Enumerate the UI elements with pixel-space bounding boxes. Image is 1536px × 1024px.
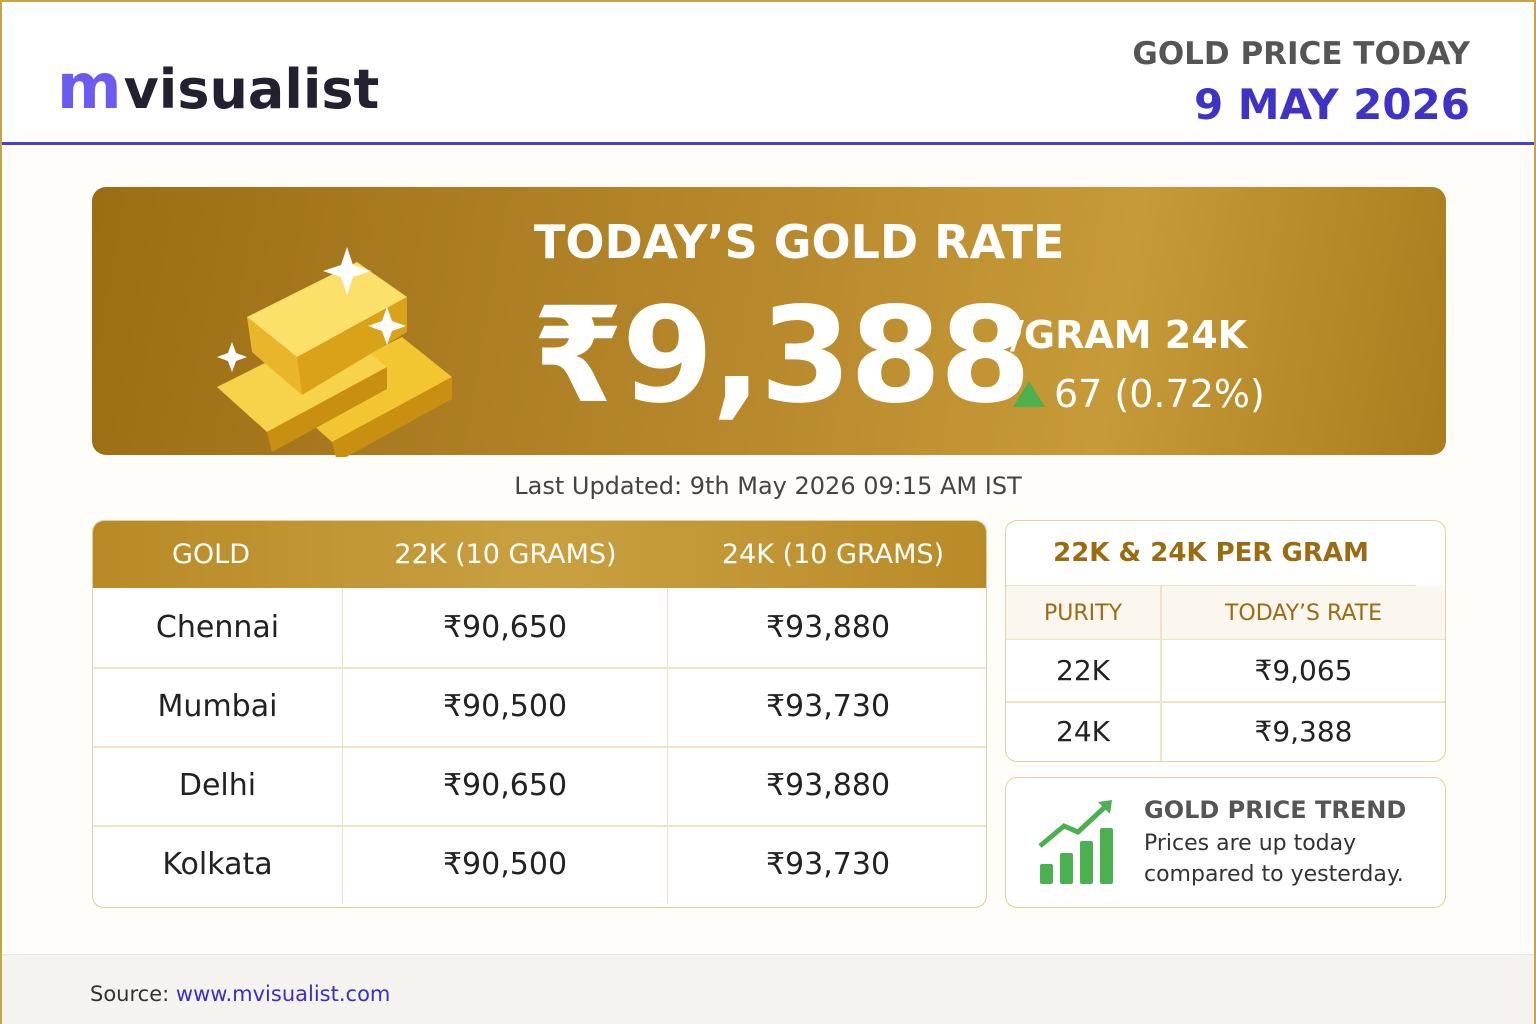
city: Delhi [93, 746, 343, 825]
table-header-cell: GOLD [171, 539, 250, 570]
per-gram-card: 22K & 24K PER GRAM PURITY TODAY’S RATE 2… [1005, 520, 1446, 762]
rate: ₹9,388 [1254, 715, 1353, 748]
trend-icon [1038, 800, 1113, 884]
price: ₹90,500 [343, 825, 668, 904]
price: ₹93,880 [765, 610, 891, 645]
price: ₹93,730 [765, 847, 891, 882]
hero-title: TODAY’S GOLD RATE [534, 215, 1065, 269]
logo-text: visualist [123, 58, 380, 121]
logo[interactable]: m visualist [57, 50, 379, 123]
per-gram-title: 22K & 24K PER GRAM [1006, 521, 1416, 586]
header-title: GOLD PRICE TODAY [1132, 36, 1470, 72]
trend-text: Prices are up today [1144, 831, 1357, 856]
last-updated: Last Updated: 9th May 2026 09:15 AM IST [514, 472, 1022, 500]
purity: 22K [1056, 654, 1110, 687]
price: ₹90,650 [343, 588, 668, 667]
hero-banner: TODAY’S GOLD RATE ₹9,388 /GRAM 24K 67 (0… [92, 187, 1446, 457]
price: ₹93,880 [765, 768, 891, 803]
row-divider [93, 746, 986, 748]
gold-bars-icon [217, 247, 452, 457]
logo-mark: m [57, 50, 122, 123]
rate: ₹9,065 [1254, 654, 1353, 687]
price: ₹90,500 [343, 667, 668, 746]
city: Mumbai [93, 667, 343, 746]
up-arrow [1013, 381, 1045, 407]
header-date: 9 MAY 2026 [1193, 80, 1470, 129]
header: m visualist GOLD PRICE TODAY 9 MAY 2026 [2, 2, 1534, 145]
row-divider [93, 825, 986, 827]
per-gram-header: TODAY’S RATE [1224, 600, 1383, 626]
hero-unit: /GRAM 24K [1010, 313, 1248, 357]
hero-change: 67 (0.72%) [1054, 372, 1265, 416]
table-header-cell: 22K (10 GRAMS) [394, 539, 617, 570]
city: Chennai [93, 588, 343, 667]
city-table: GOLD 22K (10 GRAMS) 24K (10 GRAMS) Chenn… [92, 520, 987, 908]
hero-price: ₹9,388 [532, 279, 1031, 433]
table-header [93, 521, 986, 588]
source-link[interactable]: www.mvisualist.com [175, 982, 391, 1006]
trend-card: GOLD PRICE TREND Prices are up today com… [1005, 777, 1446, 908]
purity: 24K [1056, 715, 1110, 748]
city: Kolkata [93, 825, 343, 904]
per-gram-header: PURITY [1043, 600, 1123, 626]
footer: Source: www.mvisualist.com [2, 954, 1534, 1024]
trend-text: compared to yesterday. [1144, 862, 1404, 887]
source-label: Source: [90, 982, 170, 1006]
table-header-cell: 24K (10 GRAMS) [721, 539, 945, 570]
trend-title: GOLD PRICE TREND [1144, 796, 1407, 824]
price: ₹93,730 [765, 689, 891, 724]
row-divider [93, 667, 986, 669]
price: ₹90,650 [343, 746, 668, 825]
